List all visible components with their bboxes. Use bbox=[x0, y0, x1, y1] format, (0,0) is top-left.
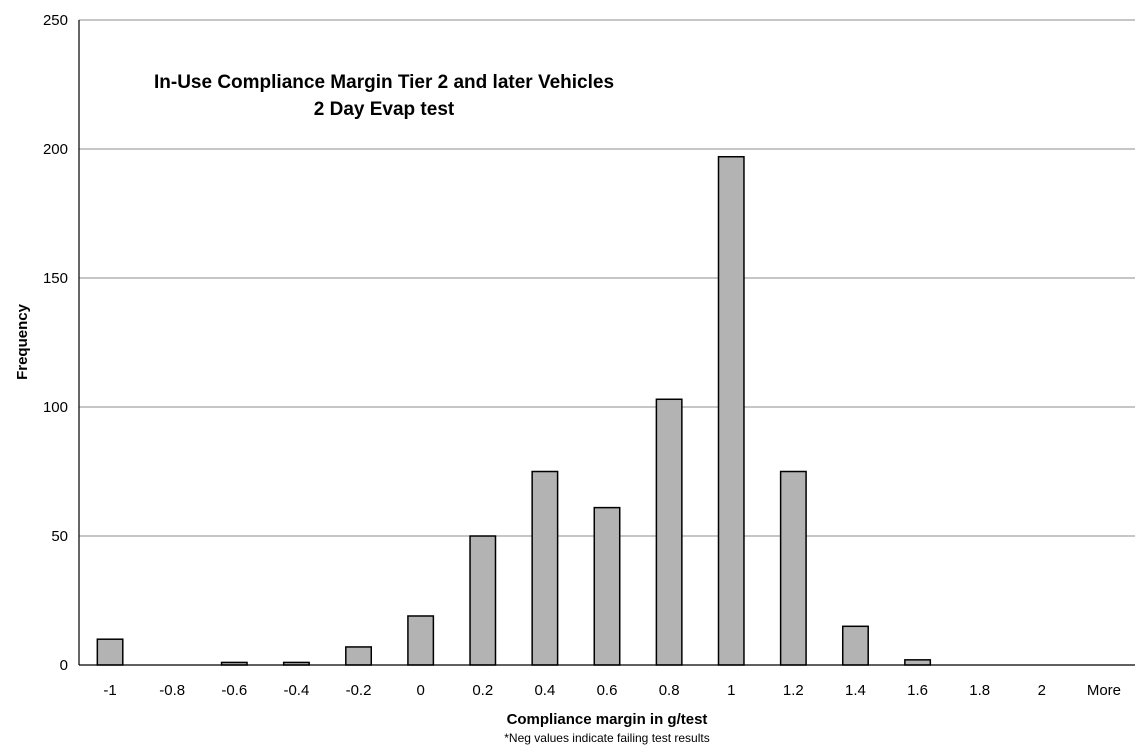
bar-0.2 bbox=[469, 535, 497, 666]
y-axis-title: Frequency bbox=[14, 303, 31, 380]
x-tick-label: -1 bbox=[103, 682, 116, 699]
gridlines bbox=[79, 19, 1135, 537]
x-tick-label: 1.8 bbox=[969, 682, 990, 699]
x-tick-label: 0 bbox=[416, 682, 424, 699]
x-axis-title: Compliance margin in g/test bbox=[507, 711, 708, 728]
bar--0.2 bbox=[345, 646, 373, 666]
y-tick-label: 0 bbox=[60, 657, 68, 674]
x-tick-label: 0.8 bbox=[659, 682, 680, 699]
x-tick-label: 1.6 bbox=[907, 682, 928, 699]
x-tick-label: -0.6 bbox=[221, 682, 247, 699]
y-tick-label: 200 bbox=[43, 141, 68, 158]
bar-0.8 bbox=[655, 398, 683, 666]
bar-1 bbox=[717, 155, 745, 666]
bar-1.4 bbox=[841, 625, 869, 666]
chart-title: In-Use Compliance Margin Tier 2 and late… bbox=[154, 72, 614, 93]
y-tick-label: 50 bbox=[51, 528, 68, 545]
chart-subtitle: 2 Day Evap test bbox=[314, 99, 455, 120]
bar-1.2 bbox=[779, 470, 807, 666]
x-tick-label: 1 bbox=[727, 682, 735, 699]
y-tick-label: 150 bbox=[43, 270, 68, 287]
x-tick-label: 0.4 bbox=[534, 682, 555, 699]
x-tick-label: 0.2 bbox=[472, 682, 493, 699]
y-tick-label: 250 bbox=[43, 12, 68, 29]
x-tick-labels: -1 -0.8 -0.6 -0.4 -0.2 0 0.2 0.4 0.6 0.8 1 1.2 1.4 1.… bbox=[103, 682, 1121, 699]
x-tick-label: 1.4 bbox=[845, 682, 866, 699]
y-tick-labels: 0 50 100 150 200 250 bbox=[43, 12, 68, 674]
y-tick-label: 100 bbox=[43, 399, 68, 416]
bars bbox=[96, 155, 932, 666]
bar-0.6 bbox=[593, 506, 621, 666]
bar-0 bbox=[407, 615, 435, 666]
bar--1 bbox=[96, 638, 124, 666]
x-tick-label: 0.6 bbox=[597, 682, 618, 699]
x-tick-label: More bbox=[1087, 682, 1121, 699]
x-tick-label: 2 bbox=[1038, 682, 1046, 699]
x-tick-label: -0.4 bbox=[283, 682, 309, 699]
bar-1.6 bbox=[904, 659, 932, 666]
x-tick-label: -0.2 bbox=[346, 682, 372, 699]
x-tick-label: -0.8 bbox=[159, 682, 185, 699]
bar-0.4 bbox=[531, 470, 559, 666]
x-tick-label: 1.2 bbox=[783, 682, 804, 699]
x-axis-note: *Neg values indicate failing test result… bbox=[504, 731, 709, 745]
